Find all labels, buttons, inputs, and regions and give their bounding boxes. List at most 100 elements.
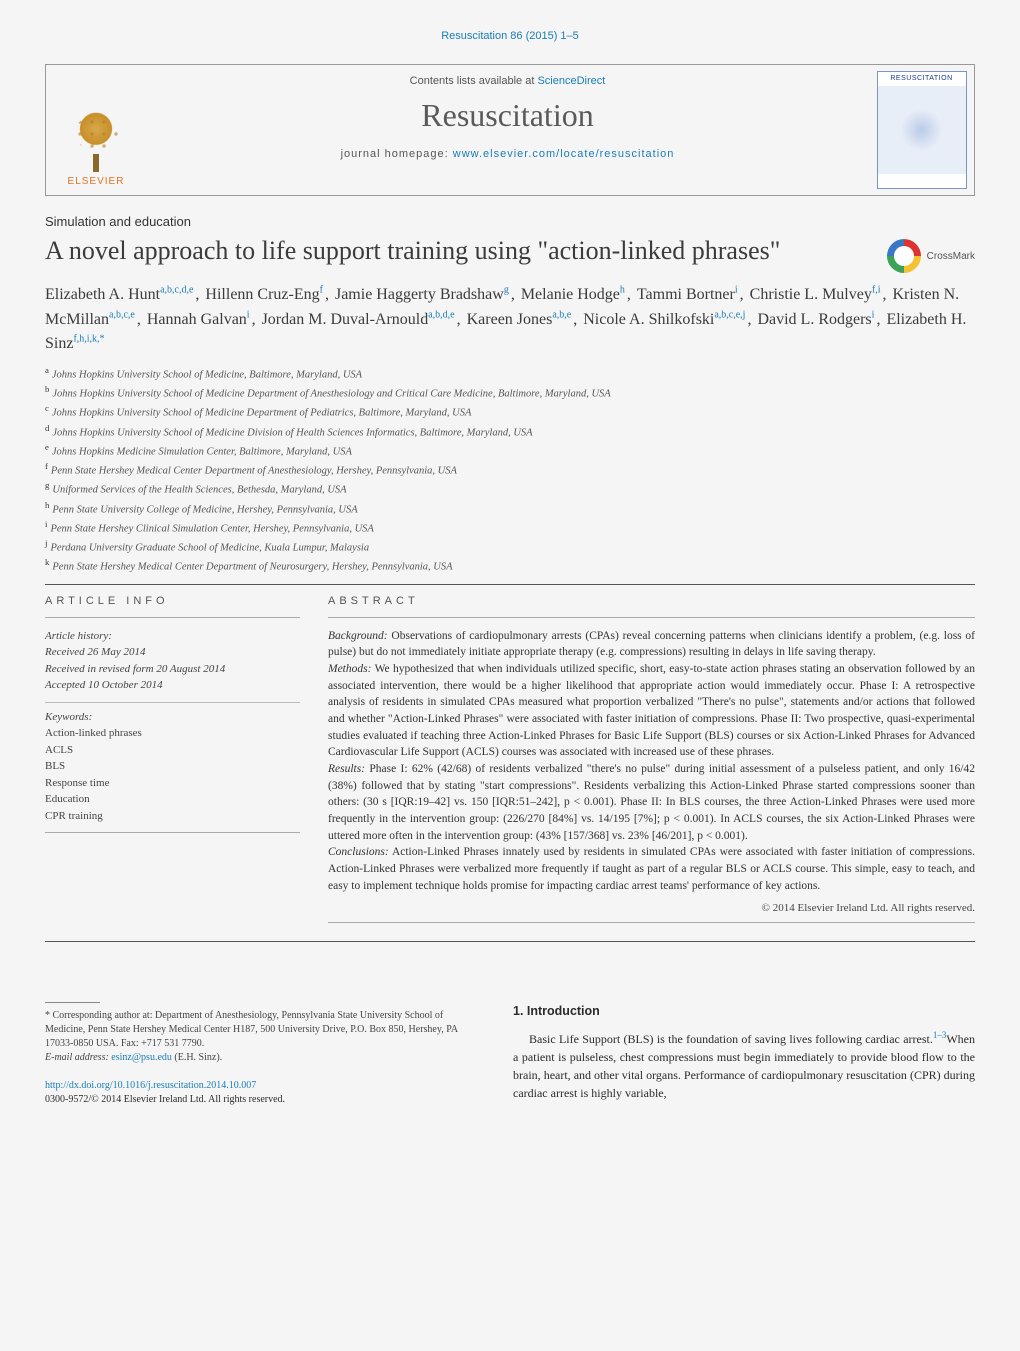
abstract-body: Background: Observations of cardiopulmon…: [328, 628, 975, 895]
cover-cell: RESUSCITATION: [869, 65, 974, 195]
affiliation: gUniformed Services of the Health Scienc…: [45, 479, 975, 498]
results-text: Phase I: 62% (42/68) of residents verbal…: [328, 763, 975, 842]
author: Elizabeth A. Hunta,b,c,d,e: [45, 286, 193, 303]
corr-email-link[interactable]: esinz@psu.edu: [111, 1052, 172, 1063]
affil-key: b: [45, 384, 49, 394]
affiliation: kPenn State Hershey Medical Center Depar…: [45, 556, 975, 575]
article-section-label: Simulation and education: [45, 214, 975, 229]
author-affil-sup: a,b,c,e,j: [714, 309, 745, 320]
article-info-column: ARTICLE INFO Article history: Received 2…: [45, 595, 300, 934]
affiliation: eJohns Hopkins Medicine Simulation Cente…: [45, 441, 975, 460]
intro-p1a: Basic Life Support (BLS) is the foundati…: [529, 1032, 933, 1046]
affil-text: Johns Hopkins Medicine Simulation Center…: [52, 446, 352, 457]
affil-key: k: [45, 557, 49, 567]
revised-date: Received in revised form 20 August 2014: [45, 661, 300, 678]
author: Christie L. Mulveyf,i: [750, 286, 881, 303]
citation-line: Resuscitation 86 (2015) 1–5: [45, 30, 975, 42]
sciencedirect-link[interactable]: ScienceDirect: [537, 75, 605, 87]
affil-key: a: [45, 365, 49, 375]
email-footnote: E-mail address: esinz@psu.edu (E.H. Sinz…: [45, 1051, 485, 1065]
author: Jamie Haggerty Bradshawg: [335, 286, 509, 303]
publisher-name: ELSEVIER: [68, 176, 125, 187]
journal-header: ELSEVIER Contents lists available at Sci…: [45, 64, 975, 196]
affiliation: dJohns Hopkins University School of Medi…: [45, 422, 975, 441]
article-title: A novel approach to life support trainin…: [45, 235, 873, 268]
journal-header-center: Contents lists available at ScienceDirec…: [146, 65, 869, 195]
keyword: ACLS: [45, 742, 300, 759]
email-tail: (E.H. Sinz).: [172, 1052, 222, 1063]
affil-key: d: [45, 423, 49, 433]
divider: [45, 584, 975, 585]
affil-key: e: [45, 442, 49, 452]
keyword: Action-linked phrases: [45, 725, 300, 742]
affil-text: Penn State University College of Medicin…: [52, 504, 357, 515]
author-list: Elizabeth A. Hunta,b,c,d,e, Hillenn Cruz…: [45, 283, 975, 356]
copyright-line: © 2014 Elsevier Ireland Ltd. All rights …: [328, 902, 975, 914]
elsevier-logo[interactable]: ELSEVIER: [66, 112, 126, 187]
author: Hillenn Cruz-Engf: [205, 286, 323, 303]
author-affil-sup: a,b,e: [552, 309, 571, 320]
footnote-rule: [45, 1002, 100, 1003]
footnote-column: * Corresponding author at: Department of…: [45, 1002, 485, 1107]
article-history: Article history: Received 26 May 2014 Re…: [45, 628, 300, 825]
author: Jordan M. Duval-Arnoulda,b,d,e: [262, 311, 455, 328]
affil-text: Johns Hopkins University School of Medic…: [52, 408, 472, 419]
conclusions-label: Conclusions:: [328, 846, 389, 858]
author-affil-sup: a,b,c,e: [109, 309, 135, 320]
abstract-heading: ABSTRACT: [328, 595, 975, 607]
affil-text: Johns Hopkins University School of Medic…: [52, 389, 610, 400]
divider: [328, 617, 975, 618]
affil-key: f: [45, 461, 48, 471]
crossmark-label: CrossMark: [927, 251, 975, 262]
affiliation: aJohns Hopkins University School of Medi…: [45, 364, 975, 383]
affiliation: iPenn State Hershey Clinical Simulation …: [45, 518, 975, 537]
affil-key: j: [45, 538, 47, 548]
publisher-logo-cell: ELSEVIER: [46, 65, 146, 195]
divider: [328, 922, 975, 923]
author-affil-sup: a,b,c,d,e: [160, 285, 193, 296]
accepted-date: Accepted 10 October 2014: [45, 677, 300, 694]
crossmark-icon: [887, 239, 921, 273]
keyword: BLS: [45, 758, 300, 775]
affil-text: Penn State Hershey Clinical Simulation C…: [50, 523, 373, 534]
methods-text: We hypothesized that when individuals ut…: [328, 663, 975, 758]
keyword: Response time: [45, 775, 300, 792]
author-affil-sup: a,b,d,e: [428, 309, 454, 320]
introduction-column: 1. Introduction Basic Life Support (BLS)…: [513, 1002, 975, 1107]
affiliation: cJohns Hopkins University School of Medi…: [45, 402, 975, 421]
divider: [45, 832, 300, 833]
keywords-list: Action-linked phrasesACLSBLSResponse tim…: [45, 725, 300, 824]
homepage-prefix: journal homepage:: [341, 148, 453, 160]
affiliation: hPenn State University College of Medici…: [45, 499, 975, 518]
affil-text: Penn State Hershey Medical Center Depart…: [52, 562, 452, 573]
background-label: Background:: [328, 630, 388, 642]
cover-title: RESUSCITATION: [890, 75, 952, 82]
doi-link[interactable]: http://dx.doi.org/10.1016/j.resuscitatio…: [45, 1080, 256, 1091]
journal-homepage-link[interactable]: www.elsevier.com/locate/resuscitation: [453, 148, 675, 160]
author: Melanie Hodgeh: [521, 286, 625, 303]
affil-key: g: [45, 480, 49, 490]
affil-text: Perdana University Graduate School of Me…: [50, 543, 369, 554]
author-affil-sup: i: [735, 285, 738, 296]
methods-label: Methods:: [328, 663, 371, 675]
doi-block: http://dx.doi.org/10.1016/j.resuscitatio…: [45, 1079, 485, 1107]
intro-paragraph: Basic Life Support (BLS) is the foundati…: [513, 1029, 975, 1102]
keyword: Education: [45, 791, 300, 808]
ref-superscript[interactable]: 1–3: [933, 1030, 947, 1040]
journal-cover-thumb[interactable]: RESUSCITATION: [877, 71, 967, 189]
corresponding-author-footnote: * Corresponding author at: Department of…: [45, 1009, 485, 1051]
author-affil-sup: g: [504, 285, 509, 296]
received-date: Received 26 May 2014: [45, 644, 300, 661]
keyword: CPR training: [45, 808, 300, 825]
affil-text: Johns Hopkins University School of Medic…: [52, 369, 362, 380]
affil-key: h: [45, 500, 49, 510]
author: Kareen Jonesa,b,e: [467, 311, 572, 328]
affiliation: jPerdana University Graduate School of M…: [45, 537, 975, 556]
issn-line: 0300-9572/© 2014 Elsevier Ireland Ltd. A…: [45, 1094, 285, 1105]
history-label: Article history:: [45, 628, 300, 645]
contents-available-line: Contents lists available at ScienceDirec…: [156, 75, 859, 87]
author: Tammi Bortneri: [637, 286, 738, 303]
affiliation: fPenn State Hershey Medical Center Depar…: [45, 460, 975, 479]
affil-text: Penn State Hershey Medical Center Depart…: [51, 466, 457, 477]
crossmark-badge[interactable]: CrossMark: [887, 239, 975, 273]
